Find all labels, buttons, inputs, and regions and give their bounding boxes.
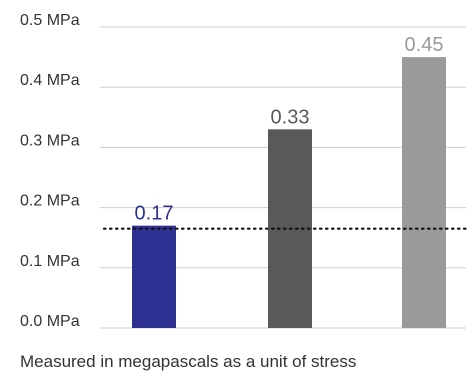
- bar-value-label: 0.17: [135, 203, 174, 225]
- chart-caption: Measured in megapascals as a unit of str…: [20, 352, 356, 371]
- y-tick-label: 0.0 MPa: [20, 313, 80, 330]
- y-tick-label: 0.2 MPa: [20, 193, 80, 210]
- bar-value-labels: 0.17 0.33 0.45: [135, 34, 444, 225]
- bar: [402, 57, 446, 328]
- bar-value-label: 0.33: [271, 106, 310, 128]
- y-tick-label: 0.3 MPa: [20, 132, 80, 149]
- y-tick-label: 0.5 MPa: [20, 12, 80, 29]
- bar-value-label: 0.45: [405, 34, 444, 56]
- y-axis-tick-labels: 0.0 MPa 0.1 MPa 0.2 MPa 0.3 MPa 0.4 MPa 0.5 M…: [20, 12, 80, 330]
- y-tick-label: 0.4 MPa: [20, 72, 80, 89]
- bar: [132, 225, 176, 328]
- y-tick-label: 0.1 MPa: [20, 253, 80, 270]
- bars: [132, 57, 446, 328]
